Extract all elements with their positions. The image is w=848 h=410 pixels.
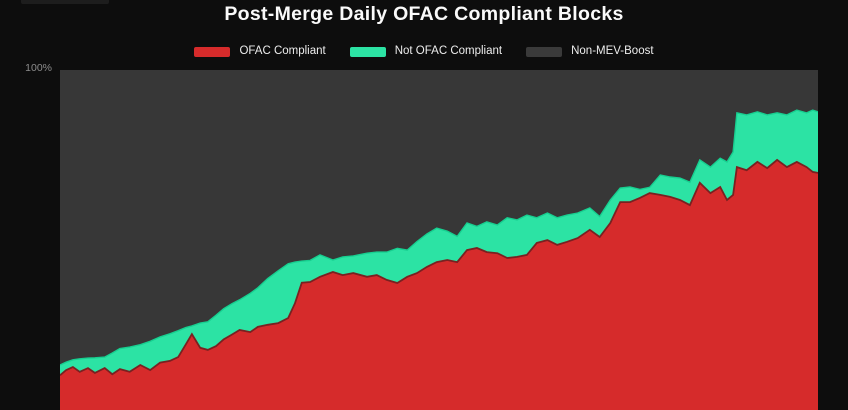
legend-item-not-ofac-compliant: Not OFAC Compliant [349,45,503,58]
legend-label: OFAC Compliant [239,45,326,57]
ofac-compliant-edge [60,158,818,376]
legend-item-ofac-compliant: OFAC Compliant [194,45,326,58]
ofac-compliant-area [60,159,818,410]
chart-legend: OFAC Compliant Not OFAC Compliant Non-ME… [0,45,848,58]
legend-item-non-mev-boost: Non-MEV-Boost [526,45,654,58]
legend-label: Non-MEV-Boost [571,45,654,57]
legend-swatch-red [194,46,231,57]
y-axis-tick-100pct: 100% [25,62,52,74]
not-ofac-compliant-edge [60,109,818,366]
stacked-area-plot [60,70,818,410]
legend-swatch-gray [526,46,563,57]
chart-title: Post-Merge Daily OFAC Compliant Blocks [224,3,624,25]
legend-label: Not OFAC Compliant [394,45,503,57]
stacked-area-svg [60,109,818,410]
legend-swatch-green [349,46,386,57]
cropped-logo-fragment [21,0,109,4]
